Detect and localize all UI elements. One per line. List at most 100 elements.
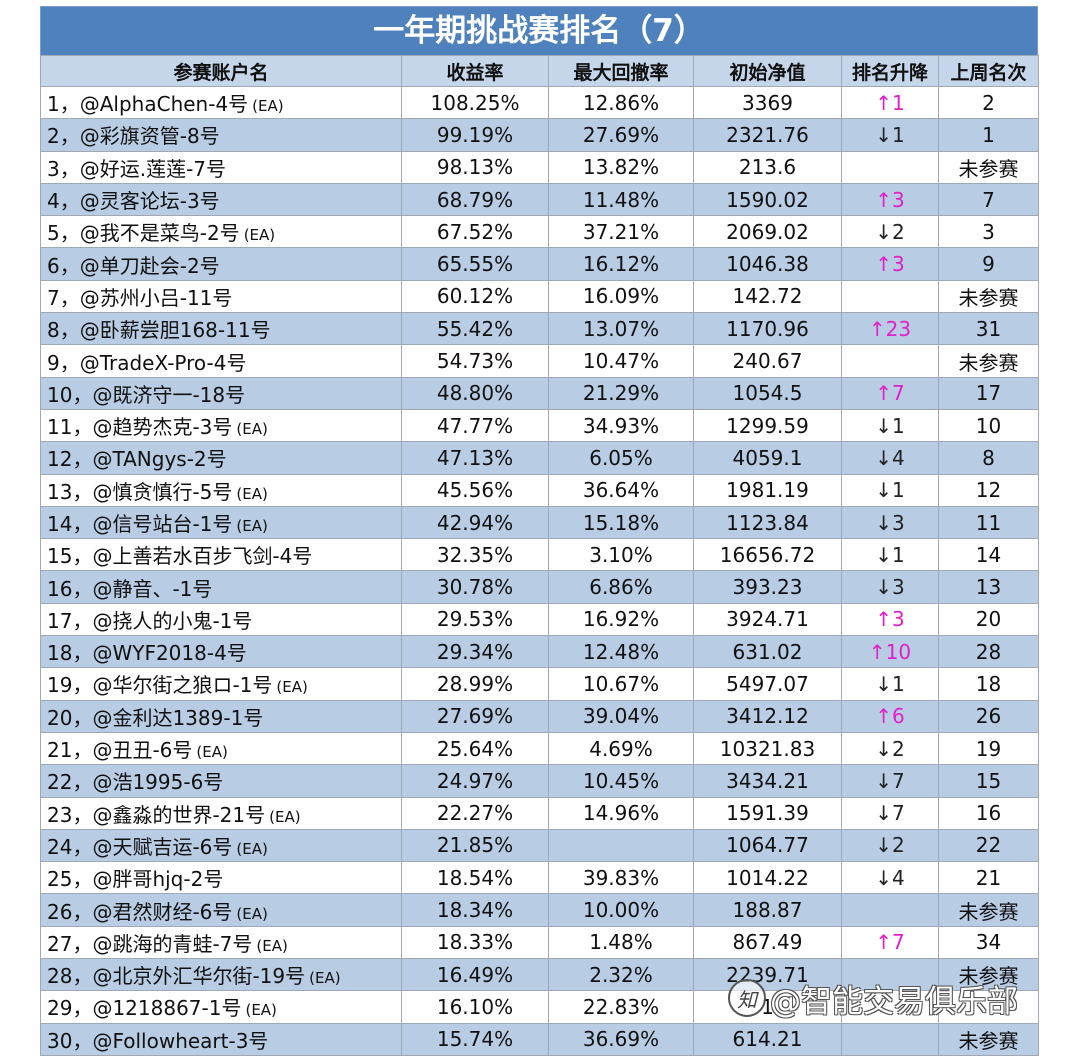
cell-return: 24.97% — [401, 764, 549, 798]
ranking-sheet: 一年期挑战赛排名（7） 参赛账户名 收益率 最大回撤率 初始净值 排名升降 上周… — [40, 6, 1039, 1056]
rank-number: 7， — [47, 285, 80, 310]
rank-number: 16， — [47, 576, 93, 601]
cell-account: 2，@彩旗资管-8号 — [40, 118, 402, 152]
cell-change — [841, 150, 939, 184]
rank-number: 15， — [47, 544, 93, 569]
table-row: 11，@趋势杰克-3号 (EA) 47.77% 34.93% 1299.59 ↓1 10 — [40, 408, 1039, 443]
account-name: @WYF2018-4号 — [92, 641, 247, 666]
cell-return: 25.64% — [401, 731, 549, 766]
cell-return: 15.74% — [401, 1022, 549, 1056]
cell-drawdown: 12.86% — [548, 85, 694, 120]
cell-drawdown: 1.48% — [548, 925, 694, 960]
cell-drawdown: 13.82% — [548, 150, 694, 184]
account-name: @趋势杰克-3号 — [92, 415, 233, 440]
cell-change — [841, 958, 939, 992]
table-row: 3，@好运.莲莲-7号 98.13% 13.82% 213.6 未参赛 — [40, 150, 1039, 184]
cell-account: 11，@趋势杰克-3号 (EA) — [40, 408, 402, 443]
cell-nav: 2069.02 — [693, 215, 842, 249]
cell-change: ↓7 — [841, 796, 939, 830]
cell-return: 45.56% — [401, 473, 549, 507]
cell-account: 15，@上善若水百步飞剑-4号 — [40, 538, 402, 572]
cell-last: 19 — [938, 731, 1039, 766]
cell-account: 19，@华尔街之狼ロ-1号 (EA) — [40, 667, 402, 701]
account-name: @好运.莲莲-7号 — [79, 156, 227, 181]
table-row: 21，@丑丑-6号 (EA) 25.64% 4.69% 10321.83 ↓2 19 — [40, 731, 1039, 766]
cell-nav: 3924.71 — [693, 602, 842, 637]
cell-last: 11 — [938, 505, 1039, 540]
cell-change: ↑10 — [841, 635, 939, 669]
cell-drawdown: 6.05% — [548, 441, 694, 475]
account-name: @丑丑-6号 — [92, 738, 193, 763]
cell-account: 14，@信号站台-1号 (EA) — [40, 505, 402, 540]
cell-return: 60.12% — [401, 279, 549, 314]
cell-change: ↓1 — [841, 408, 939, 443]
cell-account: 21，@丑丑-6号 (EA) — [40, 731, 402, 766]
account-name: @挠人的小鬼-1号 — [92, 608, 253, 633]
cell-return: 18.54% — [401, 861, 549, 895]
cell-nav: 3369 — [693, 85, 842, 120]
cell-last: 16 — [938, 796, 1039, 830]
cell-drawdown: 14.96% — [548, 796, 694, 830]
cell-nav: 10321.83 — [693, 731, 842, 766]
cell-change: ↓4 — [841, 861, 939, 895]
cell-last: 10 — [938, 408, 1039, 443]
cell-nav: 142.72 — [693, 279, 842, 314]
rank-number: 28， — [47, 964, 93, 989]
cell-account: 27，@跳海的青蛙-7号 (EA) — [40, 925, 402, 960]
cell-change: ↓1 — [841, 118, 939, 152]
rank-number: 21， — [47, 738, 93, 763]
account-name: @北京外汇华尔街-19号 — [92, 964, 306, 989]
ea-tag: (EA) — [252, 97, 284, 116]
col-header-change: 排名升降 — [841, 55, 939, 87]
cell-nav: 2239.71 — [693, 958, 842, 992]
cell-change: ↑6 — [841, 699, 939, 733]
cell-drawdown: 11.48% — [548, 182, 694, 217]
cell-last: 1 — [938, 118, 1039, 152]
account-name: @静音、-1号 — [92, 576, 213, 601]
cell-account: 5，@我不是菜鸟-2号 (EA) — [40, 215, 402, 249]
cell-account: 29，@1218867-1号 (EA) — [40, 990, 402, 1024]
cell-account: 25，@胖哥hjq-2号 — [40, 861, 402, 895]
rank-number: 3， — [47, 156, 80, 181]
table-row: 9，@TradeX-Pro-4号 54.73% 10.47% 240.67 未参赛 — [40, 344, 1039, 378]
table-row: 1，@AlphaChen-4号 (EA) 108.25% 12.86% 3369 ↑1 2 — [40, 85, 1039, 120]
cell-return: 48.80% — [401, 376, 549, 410]
cell-last: 未参赛 — [938, 279, 1039, 314]
cell-change: ↑1 — [841, 85, 939, 120]
cell-return: 18.34% — [401, 893, 549, 927]
account-name: @慎贪慎行-5号 — [92, 479, 233, 504]
cell-change: ↓2 — [841, 731, 939, 766]
account-name: @Followheart-3号 — [92, 1028, 269, 1053]
col-header-account: 参赛账户名 — [40, 55, 402, 87]
table-row: 13，@慎贪慎行-5号 (EA) 45.56% 36.64% 1981.19 ↓1 12 — [40, 473, 1039, 507]
cell-account: 24，@天赋吉运-6号 (EA) — [40, 828, 402, 863]
cell-last: 18 — [938, 667, 1039, 701]
cell-drawdown: 36.69% — [548, 1022, 694, 1056]
cell-return: 54.73% — [401, 344, 549, 378]
cell-nav: 240.67 — [693, 344, 842, 378]
cell-return: 22.27% — [401, 796, 549, 830]
cell-last: 8 — [938, 441, 1039, 475]
rank-number: 8， — [47, 318, 80, 343]
cell-change: ↑3 — [841, 247, 939, 281]
cell-change: ↑7 — [841, 925, 939, 960]
table-row: 20，@金利达1389-1号 27.69% 39.04% 3412.12 ↑6 26 — [40, 699, 1039, 733]
account-name: @1218867-1号 — [92, 996, 242, 1021]
table-row: 27，@跳海的青蛙-7号 (EA) 18.33% 1.48% 867.49 ↑7 34 — [40, 925, 1039, 960]
cell-drawdown: 12.48% — [548, 635, 694, 669]
cell-account: 1，@AlphaChen-4号 (EA) — [40, 85, 402, 120]
rank-number: 11， — [47, 415, 93, 440]
rank-number: 30， — [47, 1028, 93, 1053]
cell-nav: 5497.07 — [693, 667, 842, 701]
cell-last: 20 — [938, 602, 1039, 637]
cell-drawdown: 39.83% — [548, 861, 694, 895]
cell-return: 108.25% — [401, 85, 549, 120]
cell-drawdown: 36.64% — [548, 473, 694, 507]
cell-drawdown: 39.04% — [548, 699, 694, 733]
table-row: 30，@Followheart-3号 15.74% 36.69% 614.21 未参赛 — [40, 1022, 1039, 1056]
account-name: @彩旗资管-8号 — [79, 124, 220, 149]
cell-change: ↓3 — [841, 570, 939, 604]
cell-change: ↓2 — [841, 215, 939, 249]
cell-return: 21.85% — [401, 828, 549, 863]
account-name: @跳海的青蛙-7号 — [92, 931, 253, 956]
